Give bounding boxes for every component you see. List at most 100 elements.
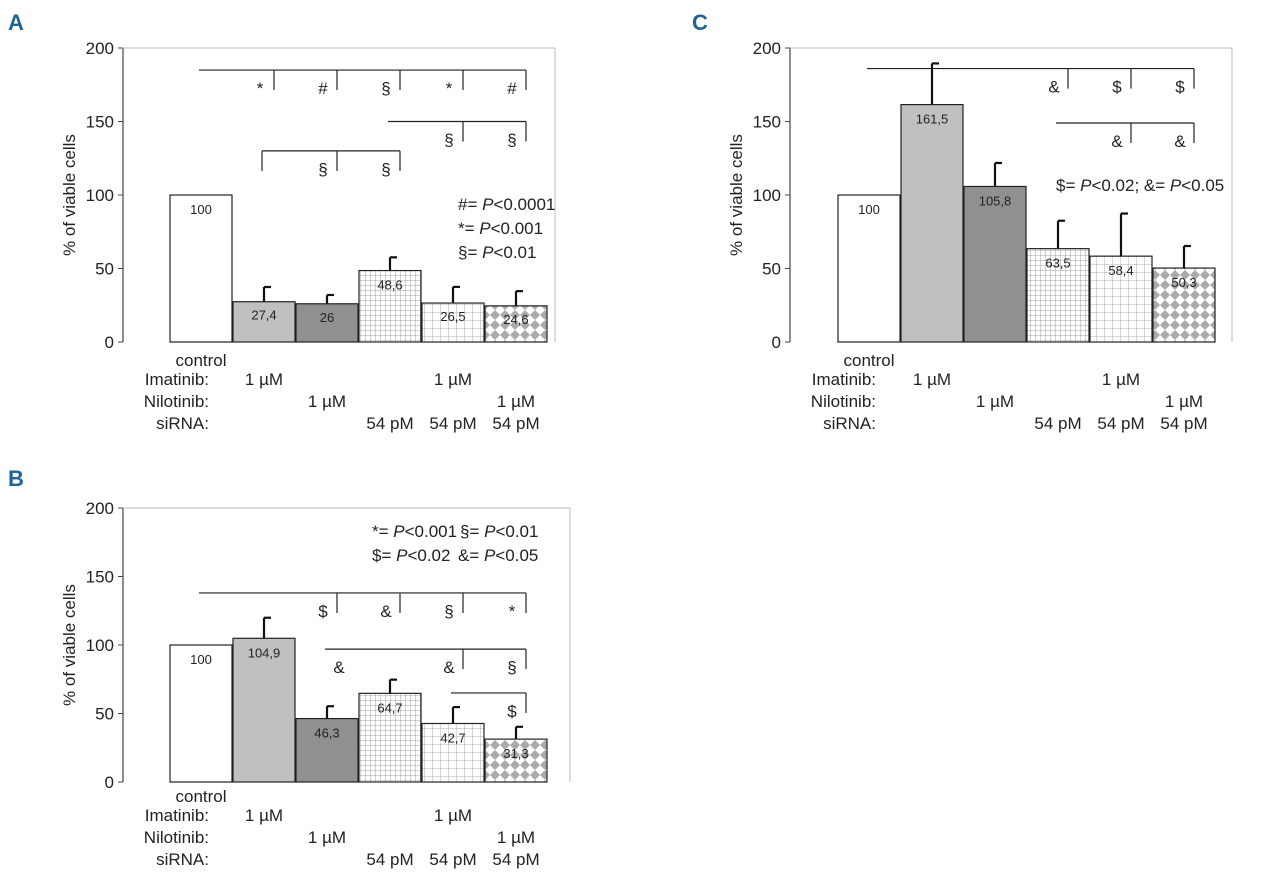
- significance-symbol: &: [1111, 132, 1123, 151]
- condition-label: 54 pM: [366, 850, 413, 869]
- legend-entry: &= P<0.05: [458, 546, 538, 565]
- y-tick-label: 0: [105, 773, 114, 792]
- significance-symbol: $: [1175, 78, 1185, 97]
- condition-label: 54 pM: [1160, 414, 1207, 433]
- significance-symbol: #: [318, 79, 328, 98]
- y-axis-title: % of viable cells: [60, 584, 79, 706]
- legend-entry: #= P<0.0001: [458, 195, 555, 214]
- condition-label: 1 µM: [308, 392, 346, 411]
- row-label: siRNA:: [156, 850, 209, 869]
- significance-symbol: #: [507, 79, 517, 98]
- significance-symbol: &: [333, 658, 345, 677]
- panel-label-c: C: [692, 10, 708, 35]
- y-tick-label: 150: [753, 113, 781, 132]
- bar-value-label: 48,6: [377, 278, 402, 293]
- chart-panel-c: 0 50 100 150 200 % of viable cells 100 161,5 105…: [727, 39, 1233, 433]
- y-tick-label: 100: [753, 186, 781, 205]
- significance-symbol: *: [509, 602, 516, 621]
- bar: [484, 305, 548, 343]
- panel-label-b: B: [8, 466, 24, 491]
- significance-symbol: §: [444, 602, 453, 621]
- legend-entry: §= P<0.01: [460, 522, 538, 541]
- significance-symbol: §: [381, 160, 390, 179]
- condition-label: 1 µM: [245, 370, 283, 389]
- bar: [232, 637, 296, 783]
- condition-label: 54 pM: [492, 850, 539, 869]
- condition-label: 1 µM: [497, 828, 535, 847]
- bar-value-label: 100: [190, 202, 212, 217]
- bar: [1152, 267, 1216, 343]
- row-label: Imatinib:: [145, 806, 209, 825]
- significance-symbol: §: [381, 79, 390, 98]
- bar-value-label: 42,7: [440, 731, 465, 746]
- chart-panel-b: 0 50 100 150 200 % of viable cells 100 104,9 46,…: [60, 499, 571, 869]
- bar-value-label: 63,5: [1045, 256, 1070, 271]
- y-axis-title: % of viable cells: [727, 134, 746, 256]
- y-tick-label: 100: [86, 186, 114, 205]
- panel-label-a: A: [8, 10, 24, 35]
- y-tick-label: 150: [86, 568, 114, 587]
- category-label: control: [175, 351, 226, 370]
- row-label: Nilotinib:: [144, 392, 209, 411]
- significance-symbol: §: [444, 131, 453, 150]
- row-label: siRNA:: [156, 414, 209, 433]
- category-label: control: [843, 351, 894, 370]
- bar: [837, 194, 901, 343]
- bar-value-label: 26: [320, 310, 334, 325]
- bar-value-label: 58,4: [1108, 263, 1133, 278]
- bar-value-label: 50,3: [1171, 275, 1196, 290]
- significance-symbol: *: [446, 79, 453, 98]
- legend-entry: §= P<0.01: [458, 243, 536, 262]
- y-tick-label: 0: [772, 333, 781, 352]
- bar-value-label: 26,5: [440, 309, 465, 324]
- condition-label: 1 µM: [308, 828, 346, 847]
- bar: [169, 644, 233, 783]
- bar: [169, 194, 233, 343]
- y-tick-label: 50: [95, 705, 114, 724]
- significance-symbol: &: [1174, 132, 1186, 151]
- legend-entry: $= P<0.02: [372, 546, 450, 565]
- condition-label: 1 µM: [1165, 392, 1203, 411]
- condition-label: 1 µM: [913, 370, 951, 389]
- row-label: Imatinib:: [812, 370, 876, 389]
- bar-value-label: 46,3: [314, 726, 339, 741]
- condition-label: 54 pM: [429, 414, 476, 433]
- y-tick-label: 200: [86, 499, 114, 518]
- significance-symbol: $: [1112, 78, 1122, 97]
- row-label: Nilotinib:: [144, 828, 209, 847]
- significance-symbol: §: [507, 131, 516, 150]
- bar-value-label: 100: [858, 202, 880, 217]
- condition-label: 54 pM: [1097, 414, 1144, 433]
- y-tick-label: 50: [95, 260, 114, 279]
- condition-label: 54 pM: [366, 414, 413, 433]
- y-tick-label: 200: [86, 39, 114, 58]
- bar: [232, 301, 296, 343]
- y-axis-title: % of viable cells: [60, 134, 79, 256]
- y-tick-label: 150: [86, 113, 114, 132]
- legend-entry: *= P<0.001: [372, 522, 457, 541]
- bar-value-label: 104,9: [248, 645, 281, 660]
- significance-symbol: &: [1048, 78, 1060, 97]
- condition-label: 1 µM: [497, 392, 535, 411]
- bar: [900, 103, 964, 343]
- significance-symbol: &: [380, 602, 392, 621]
- bar: [358, 692, 422, 783]
- bar: [295, 717, 359, 783]
- condition-label: 54 pM: [1034, 414, 1081, 433]
- chart-panel-a: 0 50 100 150 200 % of viable cells 100 27,4 26 48…: [60, 39, 556, 433]
- bar-value-label: 64,7: [377, 700, 402, 715]
- row-label: siRNA:: [823, 414, 876, 433]
- legend-entry: $= P<0.02; &= P<0.05: [1056, 176, 1224, 195]
- bar: [1089, 255, 1153, 343]
- bar-value-label: 27,4: [251, 308, 276, 323]
- condition-label: 1 µM: [434, 806, 472, 825]
- condition-label: 1 µM: [434, 370, 472, 389]
- bar: [421, 722, 485, 783]
- row-label: Nilotinib:: [811, 392, 876, 411]
- legend-entry: *= P<0.001: [458, 219, 543, 238]
- y-tick-label: 0: [105, 333, 114, 352]
- significance-symbol: $: [318, 602, 328, 621]
- condition-label: 54 pM: [429, 850, 476, 869]
- significance-symbol: §: [507, 658, 516, 677]
